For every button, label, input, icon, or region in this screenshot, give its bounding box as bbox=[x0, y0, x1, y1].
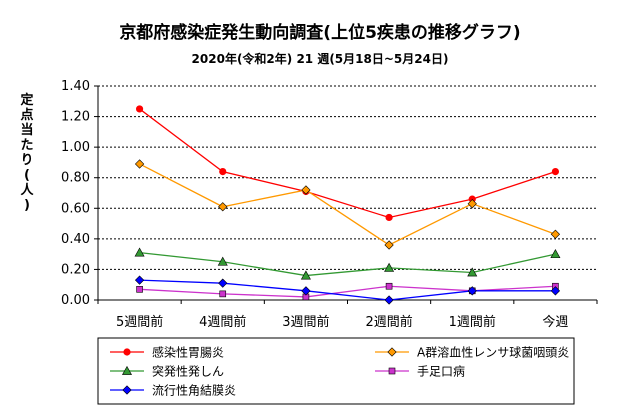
legend-label: 手足口病 bbox=[417, 364, 465, 379]
data-point bbox=[550, 229, 561, 239]
series-1 bbox=[135, 105, 560, 222]
chart-title: 京都府感染症発生動向調査(上位5疾患の推移グラフ) bbox=[119, 22, 520, 43]
data-point bbox=[467, 286, 477, 296]
x-tick-label: 3週間前 bbox=[282, 314, 329, 330]
data-point bbox=[551, 168, 560, 176]
data-point bbox=[467, 199, 477, 209]
data-point bbox=[384, 295, 394, 305]
y-axis-title: 定点当たり(人) bbox=[19, 92, 34, 213]
series-4 bbox=[136, 282, 559, 301]
data-point bbox=[218, 202, 228, 212]
data-point bbox=[218, 278, 228, 288]
legend-swatch-marker bbox=[123, 348, 131, 356]
legend-label: 突発性発しん bbox=[152, 364, 224, 379]
y-tick-label: 1.00 bbox=[61, 140, 90, 155]
data-point bbox=[384, 240, 394, 250]
x-tick-label: 1週間前 bbox=[449, 314, 496, 330]
x-tick-labels: 5週間前 4週間前 3週間前 2週間前 1週間前 今週 bbox=[116, 314, 568, 330]
legend-label: 流行性角結膜炎 bbox=[152, 384, 236, 398]
y-tick-label: 0.40 bbox=[61, 232, 90, 247]
data-point bbox=[134, 247, 145, 257]
y-tick-label: 0.00 bbox=[61, 293, 90, 308]
data-point bbox=[300, 270, 311, 280]
legend-entry: 感染性胃腸炎 bbox=[110, 345, 224, 360]
data-point bbox=[135, 105, 144, 113]
data-point bbox=[385, 282, 393, 290]
y-tick-label: 1.20 bbox=[61, 110, 90, 125]
series-2 bbox=[134, 159, 561, 250]
legend-entry: 流行性角結膜炎 bbox=[110, 384, 236, 398]
legend-entry: 手足口病 bbox=[375, 364, 465, 379]
legend-entry: 突発性発しん bbox=[110, 364, 224, 379]
chart-subtitle: 2020年(令和2年) 21 週(5月18日~5月24日) bbox=[192, 51, 449, 66]
data-point bbox=[384, 262, 395, 272]
series-line bbox=[139, 108, 556, 219]
y-tick-label: 0.80 bbox=[61, 171, 90, 186]
legend-swatch-marker bbox=[121, 365, 133, 375]
series-line bbox=[139, 251, 556, 277]
data-point bbox=[550, 286, 561, 296]
series-3 bbox=[134, 247, 561, 280]
legend-label: 感染性胃腸炎 bbox=[152, 345, 224, 360]
axes bbox=[94, 85, 598, 304]
x-tick-label: 5週間前 bbox=[116, 314, 163, 330]
data-point bbox=[217, 256, 228, 266]
legend-swatch-marker bbox=[122, 385, 132, 395]
legend-entry: A群溶血性レンサ球菌咽頭炎 bbox=[375, 345, 569, 360]
data-point bbox=[301, 286, 311, 296]
y-tick-label: 0.60 bbox=[61, 201, 90, 216]
y-tick-label: 0.20 bbox=[61, 262, 90, 277]
y-tick-label: 1.40 bbox=[61, 79, 90, 94]
data-point bbox=[467, 267, 478, 277]
data-point bbox=[134, 159, 145, 169]
x-tick-label: 今週 bbox=[542, 314, 568, 330]
data-point bbox=[301, 185, 311, 195]
x-tick-label: 2週間前 bbox=[365, 314, 412, 330]
data-point bbox=[136, 285, 143, 293]
y-tick-labels: 0.00 0.20 0.40 0.60 0.80 1.00 1.20 1.40 bbox=[61, 79, 90, 308]
legend-swatch-marker bbox=[387, 347, 397, 357]
data-point bbox=[134, 275, 145, 285]
data-point bbox=[550, 249, 561, 259]
legend-swatch-marker bbox=[388, 367, 396, 375]
legend-box bbox=[97, 337, 575, 405]
series-5 bbox=[134, 275, 561, 305]
data-point bbox=[385, 213, 393, 222]
y-axis-label: 定点当たり(人) bbox=[19, 92, 34, 213]
series-layer bbox=[134, 105, 561, 305]
gridlines bbox=[98, 85, 597, 270]
data-point bbox=[219, 290, 227, 298]
series-line bbox=[139, 163, 556, 246]
x-tick-label: 4週間前 bbox=[199, 314, 246, 330]
series-line bbox=[139, 285, 556, 298]
data-point bbox=[219, 168, 227, 176]
legend-label: A群溶血性レンサ球菌咽頭炎 bbox=[417, 345, 569, 360]
series-line bbox=[139, 279, 556, 301]
